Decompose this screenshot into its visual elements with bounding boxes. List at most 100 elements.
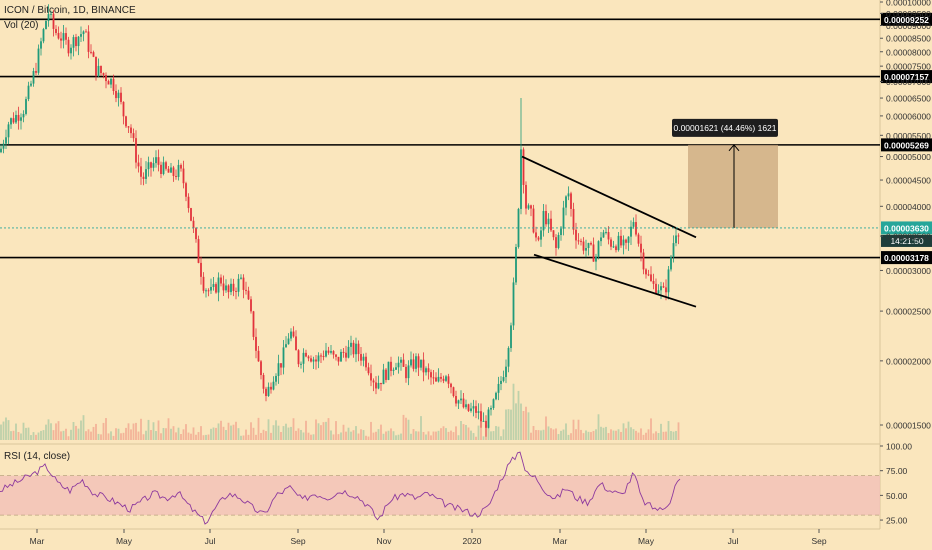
candle-body <box>372 380 375 383</box>
volume-bar <box>390 428 392 440</box>
volume-bar <box>477 425 480 440</box>
projection-box[interactable]: 0.00001621 (44.46%) 1621 <box>672 118 778 228</box>
volume-bar <box>637 432 640 440</box>
volume-bar <box>235 421 237 440</box>
price-tick-label: 0.00008000 <box>886 47 931 57</box>
volume-bar <box>585 430 587 440</box>
time-tick-label: Sep <box>290 536 305 546</box>
volume-bar <box>277 425 280 440</box>
volume-bar <box>625 428 627 440</box>
volume-bar <box>377 429 380 440</box>
candle-body <box>670 257 672 270</box>
candle-body <box>375 382 377 389</box>
candle-body <box>385 369 387 380</box>
candle-body <box>467 404 470 411</box>
volume-bar <box>345 431 347 440</box>
volume-bar <box>245 429 247 440</box>
candle-body <box>597 241 600 257</box>
volume-bar <box>155 431 157 440</box>
candle-body <box>22 113 25 118</box>
volume-bar <box>635 430 637 440</box>
candle-body <box>42 29 45 42</box>
candle-body <box>485 420 487 428</box>
candle-body <box>135 138 137 163</box>
volume-bar <box>115 428 117 440</box>
volume-bar <box>347 427 350 440</box>
volume-bar <box>385 431 387 440</box>
rsi-tick-label: 100.00 <box>886 442 912 452</box>
volume-bar <box>465 424 467 440</box>
volume-bar <box>205 434 207 440</box>
candle-body <box>5 137 7 144</box>
volume-bar <box>172 426 175 440</box>
candle-body <box>295 336 297 351</box>
volume-bar <box>237 428 240 440</box>
volume-bar <box>257 417 260 440</box>
candle-body <box>252 311 255 337</box>
candle-body <box>97 65 100 76</box>
volume-bar <box>125 427 127 440</box>
candle-body <box>435 377 437 382</box>
candle-body <box>110 78 112 85</box>
volume-bar <box>490 431 492 440</box>
candle-body <box>352 342 355 355</box>
volume-bar <box>427 431 430 440</box>
candle-body <box>575 229 577 241</box>
candle-body <box>25 99 27 114</box>
volume-bar <box>225 430 227 440</box>
volume-bar <box>462 424 465 440</box>
rsi-line <box>0 451 681 525</box>
candle-body <box>615 246 617 251</box>
volume-bar <box>370 421 372 440</box>
candle-body <box>220 277 222 284</box>
volume-bar <box>247 434 250 440</box>
volume-bar <box>495 426 497 440</box>
volume-bar <box>20 433 22 440</box>
candle-body <box>590 242 592 245</box>
volume-bar <box>570 433 572 440</box>
trendlines[interactable] <box>521 155 697 308</box>
volume-bar <box>605 426 607 440</box>
candle-body <box>342 351 345 353</box>
time-axis[interactable]: Mar May Jul Sep Nov 2020 Mar May Jul Sep <box>30 529 827 546</box>
candle-body <box>465 404 467 408</box>
volume-bar <box>255 434 257 440</box>
candle-body <box>432 377 435 379</box>
price-tick-label: 0.00006000 <box>886 111 931 121</box>
volume-bar <box>367 436 370 440</box>
volume-bar <box>505 409 507 440</box>
volume-bar <box>420 416 422 440</box>
candle-body <box>325 350 327 357</box>
volume-bar <box>290 426 292 440</box>
level-badge-label: 0.00005269 <box>884 140 929 150</box>
candle-body <box>285 344 287 348</box>
candle-body <box>410 359 412 366</box>
volume-bar <box>220 420 222 440</box>
volume-bar <box>282 426 285 440</box>
volume-bar <box>315 419 317 440</box>
candle-body <box>502 377 505 381</box>
volume-bar <box>45 424 47 440</box>
volume-bar <box>32 432 35 440</box>
candle-body <box>440 376 442 379</box>
candle-body <box>210 286 212 291</box>
candle-body <box>60 38 62 41</box>
volume-bar <box>337 434 340 440</box>
horizontal-levels: 0.00009252 0.00007157 0.00005269 0.00003178 <box>0 12 932 265</box>
candle-body <box>287 338 290 345</box>
volume-bar <box>190 433 192 440</box>
candle-body <box>665 287 667 293</box>
rsi-axis[interactable]: 100.00 75.00 50.00 25.00 <box>880 442 912 526</box>
volume-bar <box>42 430 45 440</box>
volume-bar <box>95 423 97 440</box>
candle-body <box>20 117 22 121</box>
volume-bar <box>280 431 282 440</box>
candle-body <box>537 237 540 240</box>
candle-body <box>412 359 415 369</box>
candle-body <box>27 85 30 100</box>
volume-bar <box>615 430 617 440</box>
volume-bar <box>362 430 365 440</box>
volume-bar <box>300 429 302 440</box>
